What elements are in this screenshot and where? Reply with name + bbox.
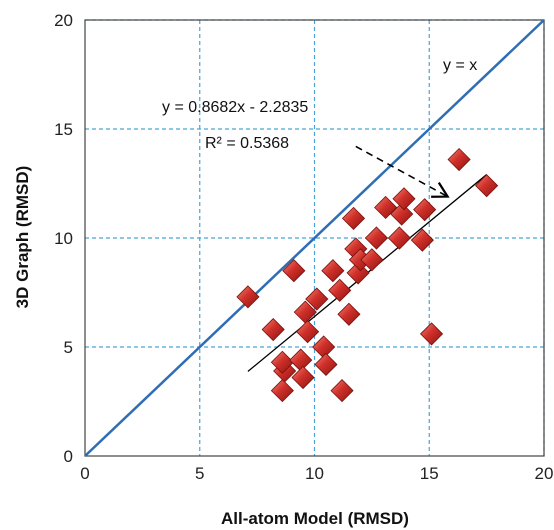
data-point [392,187,416,211]
data-point [236,285,260,309]
identity-line [84,19,545,457]
data-point [328,278,352,302]
data-point [321,259,345,283]
data-point [270,350,294,374]
x-tick-label: 5 [195,464,204,483]
y-tick-label: 20 [54,11,73,30]
data-points [236,147,499,403]
plot-frame [84,19,545,457]
data-point [305,287,329,311]
annotation-arrow [355,145,450,198]
data-point [419,322,444,346]
data-point [330,379,354,403]
y-tick-label: 10 [54,229,73,248]
data-point [360,248,384,272]
x-tick-label: 20 [535,464,554,483]
y-axis-title: 3D Graph (RMSD) [13,166,32,309]
x-tick-label: 10 [305,464,324,483]
data-point [282,259,306,283]
x-tick-label: 0 [80,464,89,483]
data-point [364,226,389,250]
data-point [447,147,471,172]
trendline-equation: y = 0.8682x - 2.2835 [162,99,308,116]
x-tick-label: 15 [420,464,439,483]
y-tick-label: 0 [64,447,73,466]
data-point [410,228,434,252]
data-point [314,352,338,377]
data-point [390,202,414,226]
trendline-r-squared: R² = 0.5368 [205,135,289,152]
data-point [413,198,437,222]
data-point [291,365,315,390]
identity-line-label: y = x [443,57,477,74]
data-point [337,302,361,326]
x-axis-title: All-atom Model (RMSD) [221,509,409,528]
data-point [341,206,366,230]
data-point [387,226,411,250]
data-point [270,379,294,403]
tick-labels: 0 5 10 15 20 0 5 10 15 20 [54,11,553,483]
data-point [261,317,285,342]
y-tick-label: 5 [64,338,73,357]
data-point [374,195,398,220]
data-point [475,174,499,198]
data-point [296,320,320,344]
data-point [312,335,336,359]
y-tick-label: 15 [54,120,73,139]
